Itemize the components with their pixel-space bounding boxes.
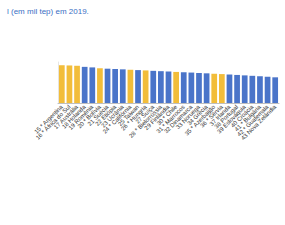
svg-text:26 * Hungria: 26 * Hungria — [120, 103, 148, 132]
svg-text:20 * Bolívia: 20 * Bolívia — [76, 103, 102, 130]
svg-text:28 * Bielorrússia: 28 * Bielorrússia — [127, 103, 163, 139]
svg-text:40 Croácia: 40 Croácia — [229, 103, 255, 129]
svg-text:41 * Bulgária: 41 * Bulgária — [233, 103, 263, 133]
svg-text:l (em mil tep) em 2019.: l (em mil tep) em 2019. — [7, 7, 89, 16]
svg-text:32 Dinamarca: 32 Dinamarca — [162, 103, 194, 135]
svg-text:43 Nova Zelândia: 43 Nova Zelândia — [240, 103, 278, 141]
svg-text:23 Ucrânia: 23 Ucrânia — [100, 103, 125, 129]
svg-text:18 Holanda: 18 Holanda — [60, 103, 87, 130]
svg-text:21 Suécia: 21 Suécia — [86, 103, 110, 127]
svg-text:25 Taiwan: 25 Taiwan — [116, 103, 141, 128]
svg-text:27 Suíça: 27 Suíça — [134, 103, 156, 125]
svg-text:30 * Chile: 30 * Chile — [155, 103, 179, 127]
svg-text:42 * Guatemala: 42 * Guatemala — [236, 103, 270, 137]
svg-text:31 * Marrocos: 31 * Marrocos — [155, 103, 186, 135]
svg-text:39 Eslováquia: 39 Eslováquia — [216, 103, 247, 135]
svg-text:17 Austrália: 17 Austrália — [52, 103, 80, 131]
svg-text:19 Romênia: 19 Romênia — [67, 103, 95, 131]
svg-text:15 * Argentina: 15 * Argentina — [33, 103, 64, 135]
svg-text:37 Irlanda: 37 Irlanda — [208, 103, 232, 127]
svg-text:22 Etiópia: 22 Etiópia — [94, 103, 118, 127]
svg-text:16 * África do Sul: 16 * África do Sul — [34, 103, 72, 141]
svg-text:38 Portugal: 38 Portugal — [213, 103, 240, 130]
svg-text:36 * Sérvia: 36 * Sérvia — [199, 103, 224, 129]
svg-text:29 Finlândia: 29 Finlândia — [143, 103, 171, 132]
svg-text:24 * Califórnia: 24 * Califórnia — [101, 103, 133, 135]
svg-text:33 Noruega: 33 Noruega — [174, 103, 202, 131]
svg-text:35 * Azerbaijão: 35 * Azerbaijão — [183, 103, 217, 137]
svg-text:34 Grécia: 34 Grécia — [186, 103, 209, 127]
